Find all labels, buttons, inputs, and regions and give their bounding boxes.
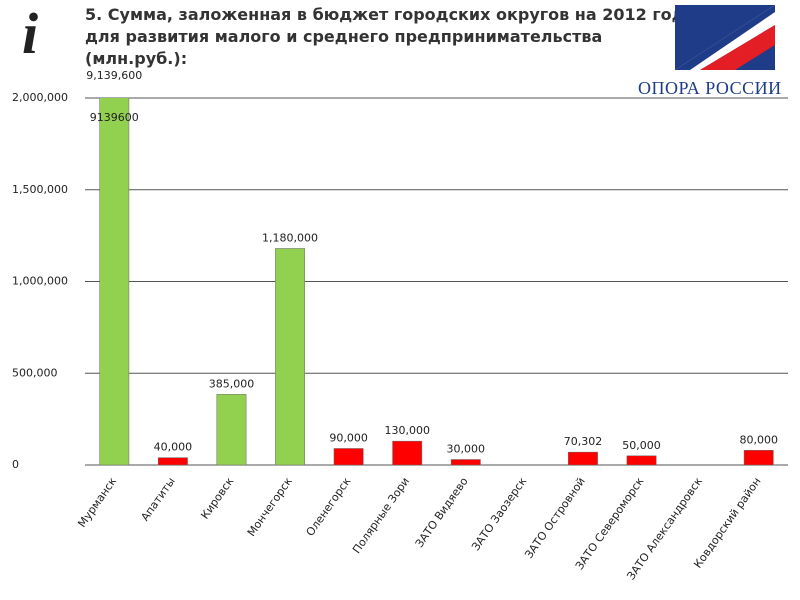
x-tick-label: ЗАТО Островной — [522, 475, 588, 561]
plot-area — [99, 98, 774, 466]
annotation: 9139600 — [90, 111, 139, 124]
bar — [743, 450, 774, 466]
x-tick-label: Оленегорск — [304, 475, 354, 539]
logo-text: ОПОРА РОССИИ — [638, 78, 782, 98]
x-tick-label: ЗАТО Видяево — [413, 475, 471, 550]
y-tick-label: 1,000,000 — [12, 275, 68, 288]
value-label: 30,000 — [447, 442, 486, 455]
y-tick-label: 500,000 — [12, 366, 58, 379]
bar — [568, 451, 598, 466]
bar — [157, 457, 188, 466]
value-label: 50,000 — [622, 439, 661, 452]
x-tick-label: Кировск — [198, 475, 236, 522]
value-label: 90,000 — [329, 431, 368, 444]
x-tick-label: ЗАТО Заозерск — [469, 475, 529, 553]
value-label: 130,000 — [384, 424, 430, 437]
value-label: 70,302 — [564, 435, 603, 448]
value-label: 40,000 — [154, 441, 193, 454]
bar — [626, 455, 657, 466]
bar — [333, 448, 364, 466]
slide-title: 5. Сумма, заложенная в бюджет городских … — [85, 5, 685, 68]
y-tick-label: 0 — [12, 458, 19, 471]
y-tick-label: 1,500,000 — [12, 183, 68, 196]
info-icon: i — [22, 1, 39, 66]
x-tick-label: Мурманск — [75, 475, 119, 530]
x-tick-label: Ковдорский район — [691, 475, 763, 571]
y-tick-label: 2,000,000 — [12, 91, 68, 104]
value-label: 385,000 — [209, 377, 255, 390]
x-tick-label: Апатиты — [138, 475, 177, 524]
value-label: 80,000 — [739, 433, 778, 446]
value-label: 9,139,600 — [86, 69, 142, 82]
x-tick-label: Полярные Зори — [350, 475, 412, 556]
bar — [450, 459, 481, 466]
bar — [216, 394, 247, 466]
logo-graphic — [675, 5, 775, 70]
value-label: 1,180,000 — [262, 231, 318, 244]
bar — [99, 98, 130, 466]
bar — [392, 440, 423, 466]
x-tick-label: Мончегорск — [245, 475, 295, 539]
bar — [275, 248, 305, 466]
